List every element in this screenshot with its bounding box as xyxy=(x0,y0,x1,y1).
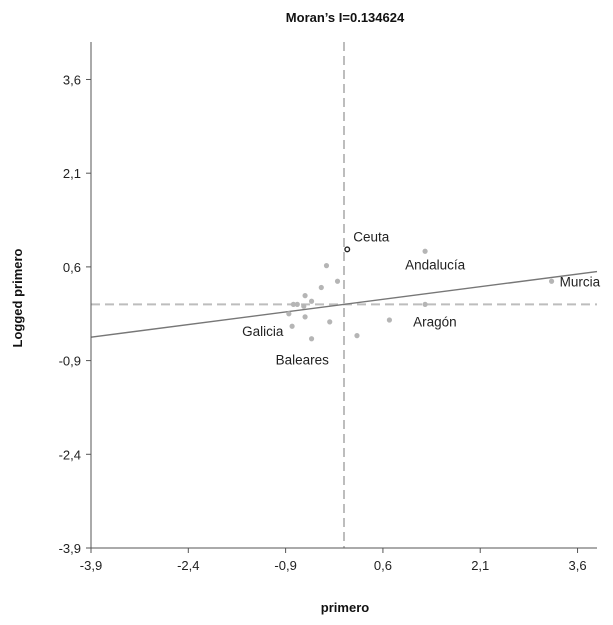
data-point xyxy=(422,301,428,307)
data-point xyxy=(286,311,292,317)
regression-line-group xyxy=(90,270,598,338)
y-tick-label: -3,9 xyxy=(59,541,81,556)
data-point xyxy=(302,314,308,320)
point-label: Murcia xyxy=(560,274,601,289)
data-point xyxy=(422,248,428,254)
x-tick-label: -0,9 xyxy=(274,558,296,573)
x-tick-label: 3,6 xyxy=(568,558,586,573)
y-axis-title: Logged primero xyxy=(10,248,25,347)
data-points xyxy=(286,246,555,342)
y-tick-label: 0,6 xyxy=(63,260,81,275)
x-ticks: -3,9 -2,4 -0,9 0,6 2,1 3,6 xyxy=(80,548,587,573)
data-point xyxy=(308,298,315,304)
y-ticks: -3,9 -2,4 -0,9 0,6 2,1 3,6 xyxy=(59,72,91,556)
y-tick-label: -2,4 xyxy=(59,447,81,462)
x-axis-title: primero xyxy=(321,600,369,615)
data-point xyxy=(334,278,341,284)
data-point xyxy=(386,317,393,323)
data-point xyxy=(323,263,330,269)
y-tick-label: -0,9 xyxy=(59,354,81,369)
x-tick-label: -3,9 xyxy=(80,558,102,573)
reference-lines xyxy=(91,42,597,548)
data-point xyxy=(548,278,555,284)
regression-line xyxy=(90,270,598,338)
point-label: Ceuta xyxy=(353,229,390,244)
data-point xyxy=(344,246,351,253)
data-point xyxy=(308,336,315,342)
data-point xyxy=(327,319,333,325)
chart-title: Moran’s I=0.134624 xyxy=(286,10,405,25)
point-label: Aragón xyxy=(413,314,457,329)
y-tick-label: 2,1 xyxy=(63,166,81,181)
y-tick-label: 3,6 xyxy=(63,72,81,87)
data-point xyxy=(294,301,300,307)
data-point xyxy=(302,293,308,299)
x-tick-label: 0,6 xyxy=(374,558,392,573)
x-tick-label: -2,4 xyxy=(177,558,199,573)
point-label: Andalucía xyxy=(405,257,466,272)
data-point xyxy=(318,284,324,291)
point-label: Baleares xyxy=(276,353,330,368)
data-point xyxy=(289,323,295,329)
point-labels: Ceuta Andalucía Murcia Aragón Galicia Baleare… xyxy=(242,229,600,367)
axes xyxy=(90,42,597,549)
data-point xyxy=(301,303,307,309)
x-tick-label: 2,1 xyxy=(471,558,489,573)
point-label: Galicia xyxy=(242,324,284,339)
data-point xyxy=(354,333,360,339)
